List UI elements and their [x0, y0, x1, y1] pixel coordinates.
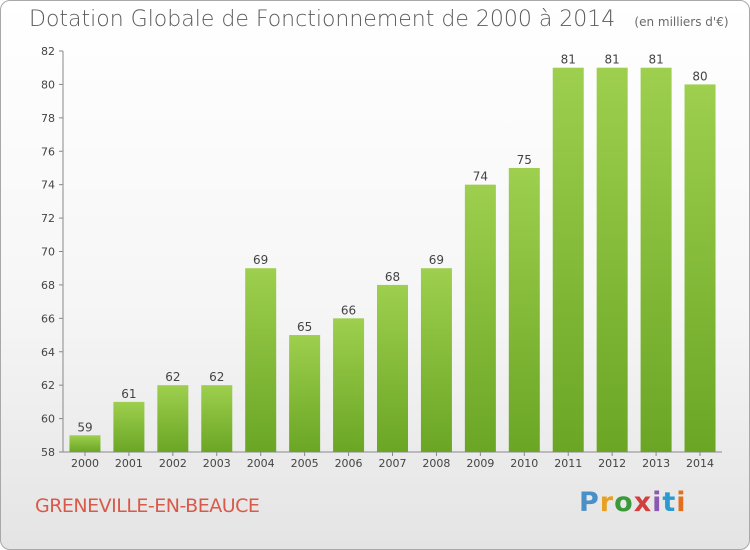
- bar-2011: [552, 67, 584, 452]
- chart-bars: [69, 67, 716, 453]
- y-tick-label: 74: [41, 179, 55, 192]
- proxiti-logo: Proxiti: [579, 487, 687, 518]
- y-tick-label: 66: [41, 312, 55, 325]
- x-tick-label: 2014: [686, 457, 714, 470]
- bar-2004: [245, 268, 277, 452]
- bar-2009: [464, 184, 496, 452]
- x-tick-label: 2000: [71, 457, 99, 470]
- data-label-2005: 65: [297, 320, 312, 334]
- x-tick-label: 2006: [335, 457, 363, 470]
- data-label-2003: 62: [209, 370, 224, 384]
- bar-2003: [201, 385, 233, 452]
- chart-title: Dotation Globale de Fonctionnement de 20…: [29, 7, 616, 32]
- y-tick-label: 58: [41, 446, 55, 459]
- chart-subtitle: (en milliers d'€): [634, 15, 729, 29]
- bar-2001: [113, 401, 145, 452]
- commune-name: GRENEVILLE-EN-BEAUCE: [35, 495, 260, 517]
- bar-2007: [377, 284, 408, 452]
- data-label-2007: 68: [385, 270, 400, 284]
- data-label-2000: 59: [77, 420, 92, 434]
- x-tick-label: 2013: [642, 457, 670, 470]
- x-tick-label: 2008: [422, 457, 450, 470]
- x-tick-label: 2007: [379, 457, 407, 470]
- bar-2008: [420, 268, 452, 452]
- bar-2002: [157, 385, 189, 452]
- x-tick-label: 2009: [466, 457, 494, 470]
- x-tick-label: 2001: [115, 457, 143, 470]
- bar-2010: [508, 167, 540, 453]
- x-tick-label: 2004: [247, 457, 275, 470]
- data-label-2012: 81: [605, 53, 620, 67]
- data-label-2004: 69: [253, 253, 268, 267]
- y-tick-label: 76: [41, 145, 55, 158]
- y-tick-label: 82: [41, 45, 55, 58]
- bar-2000: [69, 435, 101, 452]
- data-label-2008: 69: [429, 253, 444, 267]
- data-label-2010: 75: [517, 153, 532, 167]
- title-row: Dotation Globale de Fonctionnement de 20…: [29, 7, 729, 32]
- x-tick-label: 2005: [291, 457, 319, 470]
- y-tick-label: 80: [41, 78, 55, 91]
- bar-2014: [684, 84, 716, 453]
- y-tick-label: 60: [41, 413, 55, 426]
- y-tick-label: 70: [41, 246, 55, 259]
- x-tick-label: 2002: [159, 457, 187, 470]
- data-label-2001: 61: [121, 387, 136, 401]
- x-tick-label: 2010: [510, 457, 538, 470]
- x-tick-label: 2012: [598, 457, 626, 470]
- data-label-2006: 66: [341, 303, 356, 317]
- bar-2005: [289, 335, 321, 452]
- data-label-2002: 62: [165, 370, 180, 384]
- x-tick-label: 2003: [203, 457, 231, 470]
- y-tick-label: 78: [41, 112, 55, 125]
- y-tick-label: 64: [41, 346, 55, 359]
- x-tick-label: 2011: [554, 457, 582, 470]
- y-tick-label: 62: [41, 379, 55, 392]
- data-label-2011: 81: [561, 53, 576, 67]
- y-tick-label: 72: [41, 212, 55, 225]
- bar-2013: [640, 67, 672, 452]
- chart-axes: 58 60 62 64 66 68 70 72 74 76 78 80 82 2000 2001 2002 20…: [41, 45, 722, 470]
- bar-2006: [333, 318, 365, 452]
- data-label-2009: 74: [473, 170, 488, 184]
- data-label-2014: 80: [692, 69, 707, 83]
- bar-2012: [596, 67, 628, 452]
- data-label-2013: 81: [648, 53, 663, 67]
- y-tick-label: 68: [41, 279, 55, 292]
- chart-data-labels: 59 61 62 62 69 65 66 68 69 74 75 81 81 81 80: [77, 53, 707, 435]
